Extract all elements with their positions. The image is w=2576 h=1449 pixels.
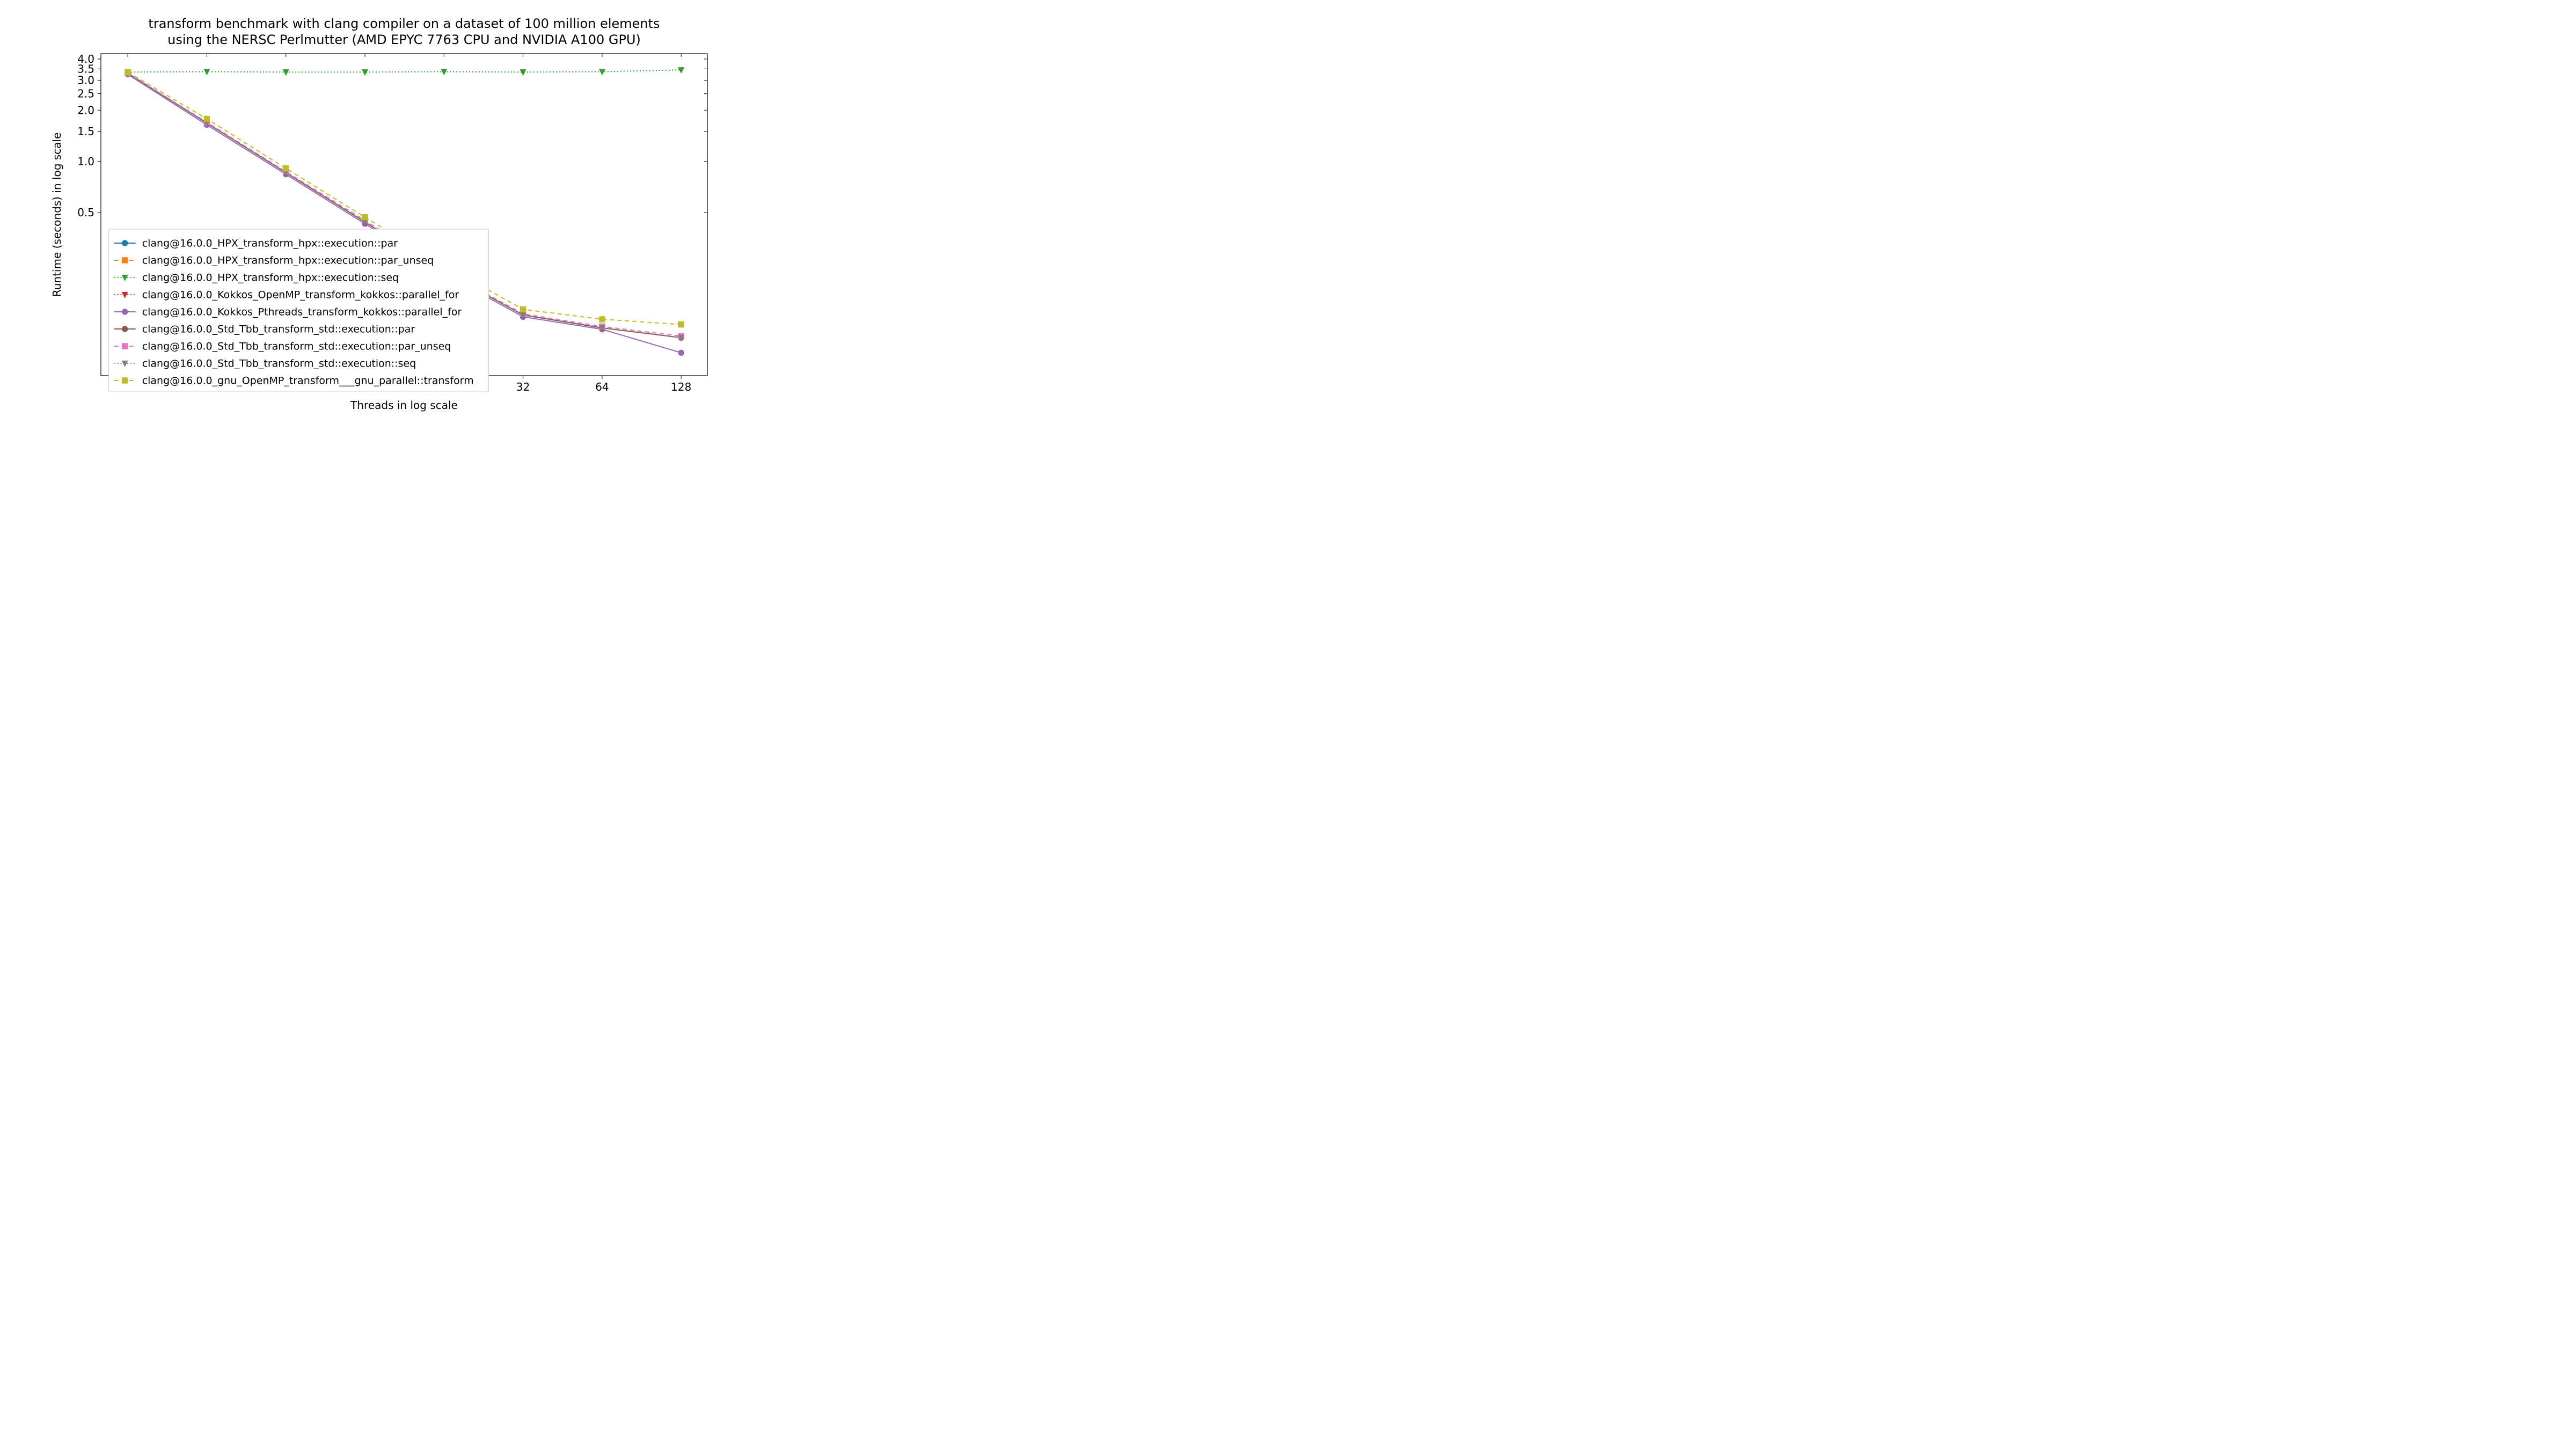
y-tick-label: 1.0 [77,155,94,168]
legend-label: clang@16.0.0_Std_Tbb_transform_std::exec… [142,341,451,353]
legend-label: clang@16.0.0_gnu_OpenMP_transform___gnu_… [142,375,474,387]
x-tick-label: 32 [516,380,530,393]
legend: clang@16.0.0_HPX_transform_hpx::executio… [109,229,489,391]
legend-label: clang@16.0.0_HPX_transform_hpx::executio… [142,272,399,284]
y-tick-label: 0.5 [77,206,94,219]
y-tick-label: 4.0 [77,53,94,65]
y-tick-label: 1.5 [77,125,94,138]
chart-title-line2: using the NERSC Perlmutter (AMD EPYC 776… [167,32,641,47]
legend-label: clang@16.0.0_Kokkos_OpenMP_transform_kok… [142,289,459,301]
x-tick-label: 128 [671,380,691,393]
legend-label: clang@16.0.0_Kokkos_Pthreads_transform_k… [142,306,462,318]
y-axis-label: Runtime (seconds) in log scale [50,133,63,297]
y-tick-label: 2.5 [77,87,94,100]
legend-label: clang@16.0.0_HPX_transform_hpx::executio… [142,238,398,250]
y-tick-label: 2.0 [77,104,94,116]
legend-label: clang@16.0.0_Std_Tbb_transform_std::exec… [142,324,415,335]
chart-container: transform benchmark with clang compiler … [0,0,816,459]
y-tick-label: 3.0 [77,74,94,87]
x-axis-label: Threads in log scale [350,399,458,412]
chart-title-line1: transform benchmark with clang compiler … [148,16,660,31]
x-tick-label: 64 [595,380,609,393]
legend-label: clang@16.0.0_HPX_transform_hpx::executio… [142,255,434,267]
legend-label: clang@16.0.0_Std_Tbb_transform_std::exec… [142,358,416,370]
chart-svg: transform benchmark with clang compiler … [0,0,816,459]
